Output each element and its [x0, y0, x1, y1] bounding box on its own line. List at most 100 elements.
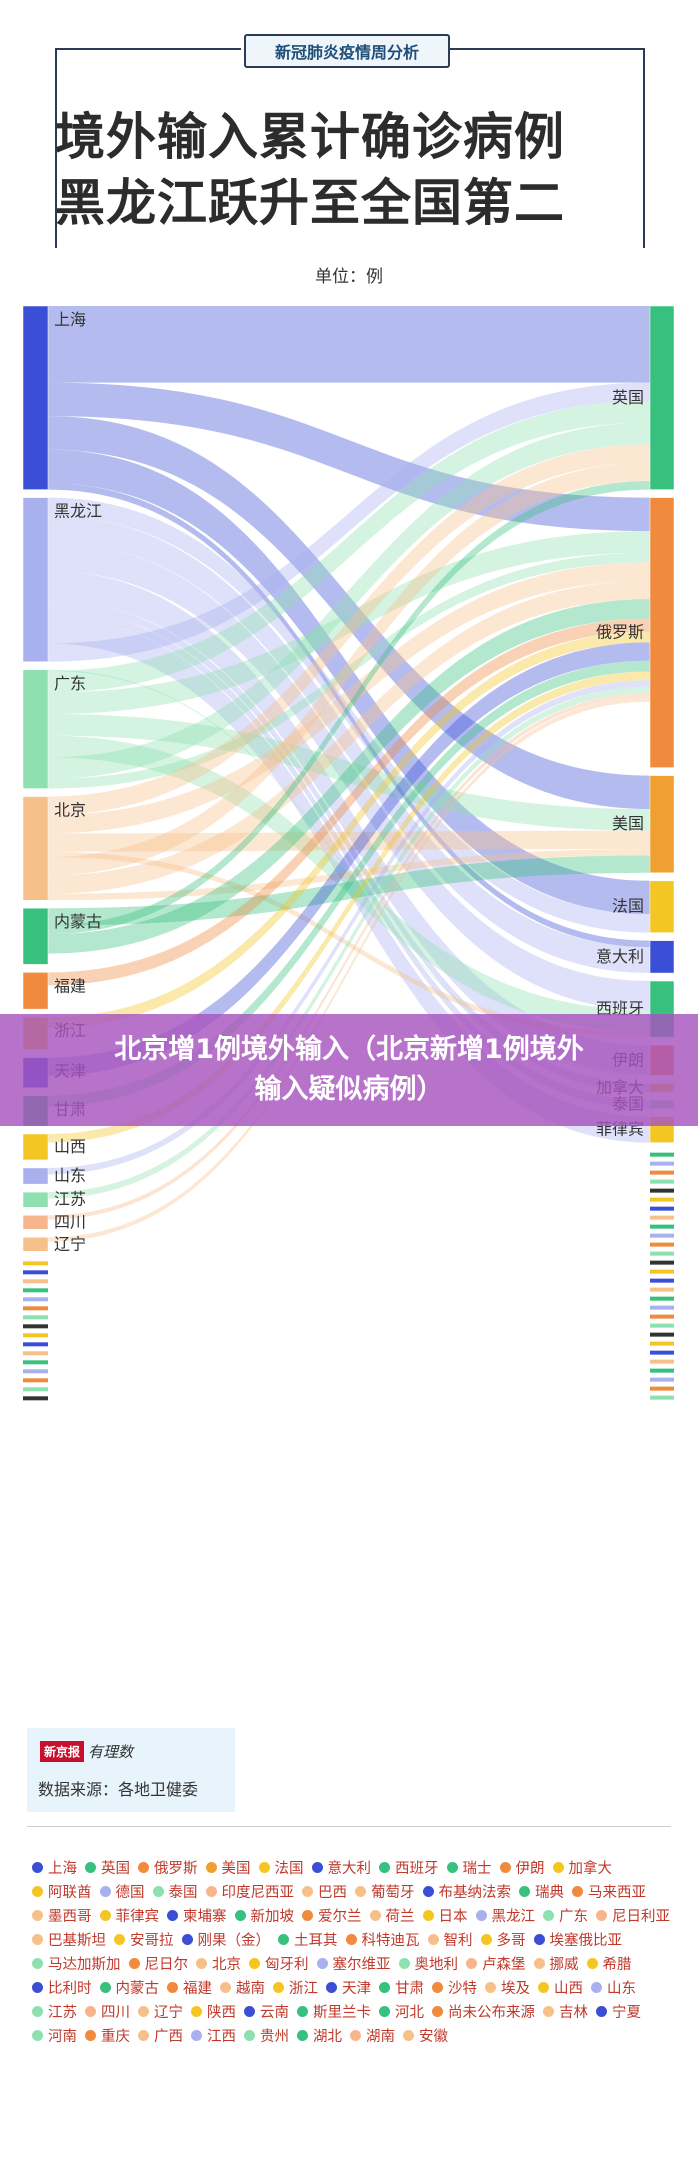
legend-item: 刚果（金）	[181, 1930, 270, 1949]
legend-dot-icon	[220, 1981, 231, 1993]
source-minor-node-16	[23, 1396, 48, 1401]
legend-label: 浙江	[289, 1980, 318, 1997]
legend-dot-icon	[596, 1909, 607, 1921]
legend-dot-icon	[138, 2005, 149, 2017]
legend-label: 广西	[154, 2028, 183, 2045]
legend-dot-icon	[85, 2029, 96, 2041]
sankey-link-山西-俄罗斯	[48, 671, 650, 1139]
source-label-广东: 广东	[54, 674, 86, 693]
legend-label: 俄罗斯	[154, 1860, 198, 1877]
target-minor-node-17	[650, 1296, 674, 1301]
source-minor-node-11	[23, 1351, 48, 1356]
legend-item: 湖南	[350, 2026, 395, 2045]
legend-item: 布基纳法索	[422, 1882, 511, 1901]
legend-item: 宁夏	[596, 2002, 641, 2021]
legend-label: 比利时	[48, 1980, 92, 1997]
sankey-link-福建-俄罗斯	[48, 625, 650, 986]
legend-item: 湖北	[297, 2026, 342, 2045]
legend-dot-icon	[533, 1933, 545, 1945]
legend-label: 多哥	[496, 1932, 526, 1949]
legend-dot-icon	[379, 1861, 390, 1873]
sankey-link-山西-俄罗斯	[48, 675, 650, 1143]
legend-item: 江西	[191, 2026, 236, 2045]
sankey-link-黑龙江-西班牙	[48, 541, 650, 1011]
target-minor-node-9	[650, 1224, 674, 1229]
legend-divider	[27, 1826, 671, 1827]
legend-dot-icon	[586, 1957, 598, 1969]
legend-item: 四川	[85, 2002, 130, 2021]
legend-item: 埃及	[485, 1978, 530, 1997]
legend-label: 奥地利	[414, 1956, 459, 1973]
legend-dot-icon	[85, 2005, 96, 2017]
source-label-江苏: 江苏	[54, 1190, 86, 1209]
legend-item: 墨西哥	[32, 1906, 92, 1925]
source-node-北京	[22, 796, 49, 901]
target-minor-node-22	[650, 1341, 674, 1346]
legend-label: 马来西亚	[588, 1884, 646, 1901]
legend-dot-icon	[32, 1909, 43, 1921]
target-node-法国	[649, 880, 675, 933]
target-label-俄罗斯: 俄罗斯	[596, 623, 644, 642]
legend-label: 伊朗	[515, 1860, 545, 1877]
legend-dot-icon	[138, 2029, 149, 2041]
legend-label: 甘肃	[395, 1980, 424, 1997]
legend-dot-icon	[543, 1909, 554, 1921]
legend-label: 上海	[48, 1860, 77, 1877]
sankey-link-北京-英国	[48, 462, 650, 876]
legend-item: 斯里兰卡	[297, 2002, 371, 2021]
sankey-link-内蒙古-俄罗斯	[48, 608, 650, 954]
legend-label: 江西	[207, 2028, 236, 2045]
legend-label: 新加坡	[250, 1908, 295, 1925]
legend-dot-icon	[499, 1861, 511, 1873]
legend-dot-icon	[379, 1981, 390, 1993]
legend-label: 尼日利亚	[612, 1908, 670, 1925]
source-minor-node-14	[23, 1378, 48, 1383]
legend-item: 尚未公布来源	[432, 2002, 535, 2021]
legend-dot-icon	[345, 1933, 357, 1945]
legend-label: 斯里兰卡	[313, 2004, 371, 2021]
legend-dot-icon	[533, 1957, 545, 1969]
legend-label: 河南	[48, 2028, 77, 2045]
legend-item: 荷兰	[369, 1906, 415, 1925]
source-minor-node-5	[23, 1297, 48, 1302]
legend-label: 湖南	[366, 2028, 395, 2045]
legend-label: 日本	[438, 1908, 468, 1925]
legend-item: 法国	[258, 1858, 304, 1877]
legend-dot-icon	[297, 2005, 308, 2017]
sankey-link-山东-俄罗斯	[48, 680, 650, 1172]
frame-top-right	[449, 48, 645, 50]
sankey-link-江苏-俄罗斯	[48, 686, 650, 1196]
section-badge: 新冠肺炎疫情周分析	[244, 34, 450, 68]
sankey-link-广东-英国	[48, 422, 650, 779]
legend-dot-icon	[422, 1909, 434, 1921]
legend-label: 荷兰	[385, 1908, 415, 1925]
target-minor-node-8	[650, 1215, 674, 1220]
legend-dot-icon	[379, 2005, 390, 2017]
sankey-link-内蒙古-英国	[48, 480, 650, 935]
legend-label: 德国	[115, 1884, 145, 1901]
target-minor-node-3	[650, 1170, 674, 1175]
target-minor-node-10	[650, 1233, 674, 1238]
legend-item: 福建	[167, 1978, 212, 1997]
target-minor-node-13	[650, 1260, 674, 1265]
sankey-link-北京-俄罗斯	[48, 580, 650, 894]
legend-label: 埃塞俄比亚	[549, 1932, 623, 1949]
sankey-link-辽宁-俄罗斯	[48, 697, 650, 1240]
legend-item: 上海	[32, 1858, 77, 1877]
source-node-福建	[22, 972, 49, 1010]
legend-label: 英国	[101, 1860, 130, 1877]
legend-label: 塞尔维亚	[332, 1956, 391, 1973]
source-label-上海: 上海	[54, 310, 86, 329]
sankey-link-内蒙古-俄罗斯	[48, 599, 650, 944]
legend-item: 阿联酋	[32, 1882, 92, 1901]
legend-item: 陕西	[191, 2002, 236, 2021]
legend-label: 安哥拉	[130, 1932, 174, 1949]
legend-label: 重庆	[101, 2028, 130, 2045]
target-minor-node-12	[650, 1251, 674, 1256]
target-minor-node-26	[650, 1377, 674, 1382]
legend-dot-icon	[519, 1885, 530, 1897]
target-minor-node-25	[650, 1368, 674, 1373]
legend-item: 柬埔寨	[167, 1906, 227, 1925]
legend-label: 柬埔寨	[183, 1908, 227, 1925]
